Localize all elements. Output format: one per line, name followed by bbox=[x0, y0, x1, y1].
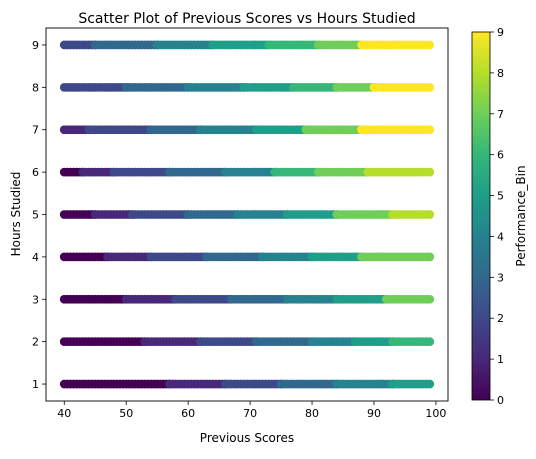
x-tick-label: 50 bbox=[119, 407, 133, 420]
y-tick-label: 5 bbox=[32, 209, 39, 222]
y-tick-label: 3 bbox=[32, 293, 39, 306]
y-axis: 1 2 3 4 5 6 7 8 9 bbox=[32, 39, 46, 391]
colorbar-tick-label: 2 bbox=[497, 312, 504, 325]
scatter-point bbox=[425, 167, 435, 177]
colorbar-label: Performance_Bin bbox=[514, 165, 528, 266]
x-tick-label: 40 bbox=[57, 407, 71, 420]
scatter-point bbox=[425, 337, 435, 347]
colorbar-tick-label: 6 bbox=[497, 149, 504, 162]
scatter-point bbox=[425, 252, 435, 262]
scatter-point bbox=[425, 40, 435, 50]
points-layer bbox=[59, 40, 435, 389]
scatter-point bbox=[425, 82, 435, 92]
x-tick-label: 60 bbox=[181, 407, 195, 420]
y-tick-label: 8 bbox=[32, 81, 39, 94]
y-tick-label: 4 bbox=[32, 251, 39, 264]
colorbar-frame bbox=[471, 31, 491, 401]
x-tick-label: 90 bbox=[367, 407, 381, 420]
y-tick-label: 9 bbox=[32, 39, 39, 52]
scatter-point bbox=[425, 379, 435, 389]
x-tick-label: 100 bbox=[425, 407, 446, 420]
y-tick-label: 2 bbox=[32, 336, 39, 349]
x-axis-label: Previous Scores bbox=[200, 431, 294, 445]
scatter-point bbox=[425, 294, 435, 304]
colorbar bbox=[472, 32, 490, 400]
y-axis-label: Hours Studied bbox=[9, 172, 23, 257]
scatter-point bbox=[425, 210, 435, 219]
colorbar-tick-label: 3 bbox=[497, 271, 504, 284]
colorbar-tick-label: 5 bbox=[497, 190, 504, 203]
x-tick-label: 70 bbox=[243, 407, 257, 420]
x-tick-label: 80 bbox=[305, 407, 319, 420]
chart-title: Scatter Plot of Previous Scores vs Hours… bbox=[78, 11, 415, 27]
y-tick-label: 7 bbox=[32, 124, 39, 137]
colorbar-tick-label: 7 bbox=[497, 108, 504, 121]
x-axis: 40 50 60 70 80 90 100 bbox=[57, 401, 446, 420]
colorbar-tick-label: 1 bbox=[497, 353, 504, 366]
colorbar-tick-label: 4 bbox=[497, 230, 504, 243]
y-tick-label: 6 bbox=[32, 166, 39, 179]
scatter-point bbox=[425, 125, 435, 135]
colorbar-axis: 0 1 2 3 4 5 6 7 8 9 bbox=[490, 26, 504, 407]
colorbar-tick-label: 9 bbox=[497, 26, 504, 39]
colorbar-tick-label: 0 bbox=[497, 394, 504, 407]
colorbar-tick-label: 8 bbox=[497, 67, 504, 80]
y-tick-label: 1 bbox=[32, 378, 39, 391]
